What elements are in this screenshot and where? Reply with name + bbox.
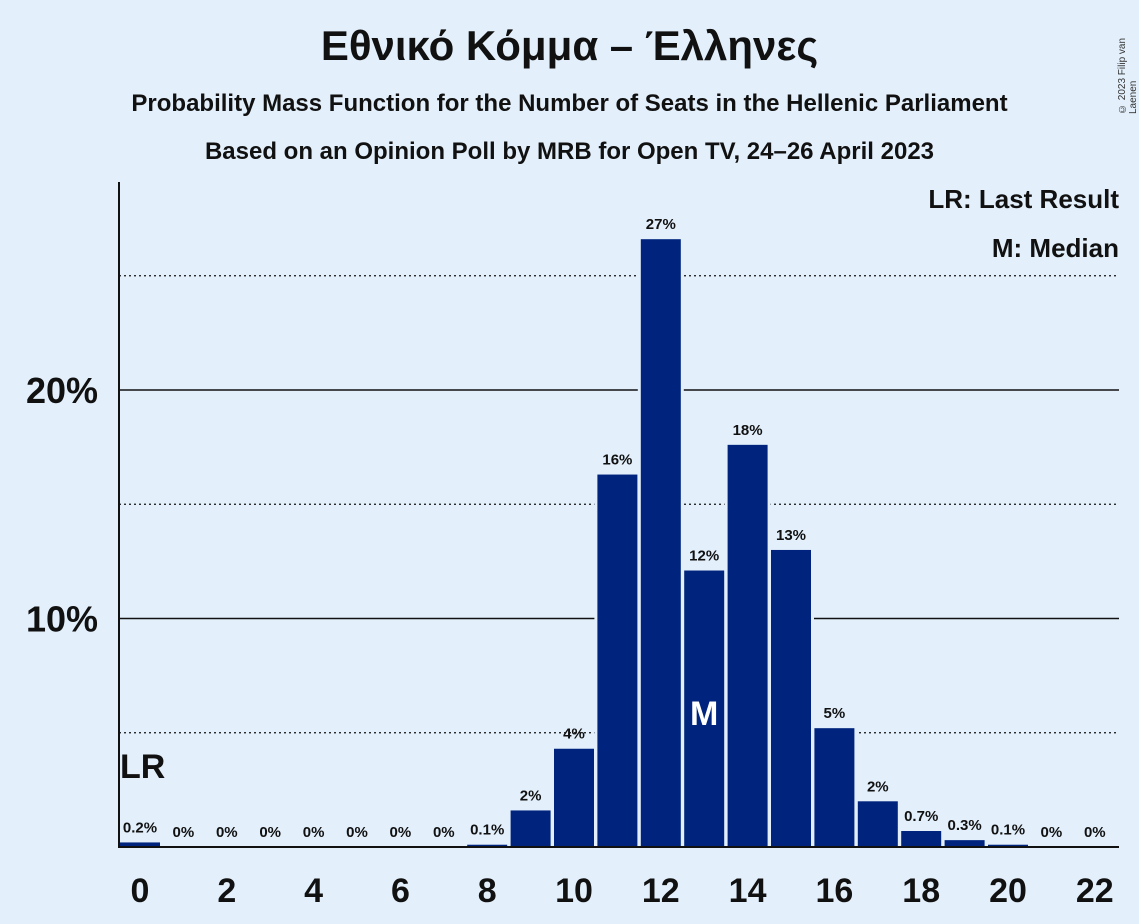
bar bbox=[597, 474, 638, 847]
chart-title: Εθνικό Κόμμα – Έλληνες bbox=[320, 22, 819, 69]
legend-median: M: Median bbox=[991, 233, 1119, 263]
bar-value-label: 18% bbox=[733, 422, 763, 439]
bar-value-label: 13% bbox=[776, 527, 806, 544]
bar-value-label: 0.3% bbox=[947, 817, 981, 834]
x-tick-label: 2 bbox=[217, 872, 236, 910]
bar-value-label: 27% bbox=[646, 216, 676, 233]
bar bbox=[510, 810, 551, 847]
chart-source: Based on an Opinion Poll by MRB for Open… bbox=[204, 138, 935, 165]
x-tick-label: 6 bbox=[391, 872, 410, 910]
bar-value-label: 0.2% bbox=[123, 819, 157, 836]
bar-halo bbox=[464, 841, 511, 847]
bar-value-label: 16% bbox=[602, 452, 632, 469]
bar bbox=[944, 840, 985, 847]
bar bbox=[467, 844, 508, 847]
x-tick-label: 12 bbox=[642, 872, 680, 910]
x-tick-label: 0 bbox=[131, 872, 150, 910]
x-tick-label: 14 bbox=[729, 872, 767, 910]
x-tick-label: 8 bbox=[478, 872, 497, 910]
bar bbox=[901, 831, 942, 847]
bar bbox=[814, 728, 855, 847]
bar-value-label: 0% bbox=[1041, 824, 1063, 841]
bar-value-label: 2% bbox=[520, 787, 542, 804]
bar-value-label: 0.1% bbox=[991, 822, 1025, 839]
bar-halo bbox=[985, 841, 1031, 847]
x-tick-label: 20 bbox=[989, 872, 1027, 910]
bar bbox=[554, 748, 594, 847]
bar bbox=[727, 444, 768, 847]
bar bbox=[684, 570, 725, 847]
bar-value-label: 5% bbox=[824, 705, 846, 722]
bar-value-label: 0% bbox=[173, 824, 195, 841]
x-tick-label: 10 bbox=[555, 872, 593, 910]
bar-value-label: 0% bbox=[259, 824, 281, 841]
bar-value-label: 0% bbox=[390, 824, 412, 841]
bar-value-label: 0% bbox=[433, 824, 455, 841]
bar bbox=[771, 549, 811, 847]
bar bbox=[640, 239, 681, 847]
y-tick-label: 10% bbox=[26, 599, 98, 640]
x-tick-label: 18 bbox=[902, 872, 940, 910]
bar-value-label: 2% bbox=[867, 778, 889, 795]
x-tick-label: 22 bbox=[1076, 872, 1114, 910]
y-tick-label: 20% bbox=[26, 370, 98, 411]
bar bbox=[988, 844, 1028, 847]
bar-value-label: 12% bbox=[689, 548, 719, 565]
bar-value-label: 0% bbox=[303, 824, 325, 841]
legend-last-result: LR: Last Result bbox=[928, 184, 1119, 214]
x-tick-label: 16 bbox=[815, 872, 853, 910]
x-tick-label: 4 bbox=[304, 872, 323, 910]
bar-value-label: 0.1% bbox=[470, 822, 504, 839]
bar bbox=[120, 842, 160, 847]
bar-value-label: 0% bbox=[346, 824, 368, 841]
last-result-marker: LR bbox=[120, 748, 165, 786]
bar-value-label: 0.7% bbox=[904, 808, 938, 825]
median-marker: M bbox=[690, 695, 718, 733]
bar-value-label: 4% bbox=[563, 726, 585, 743]
bar bbox=[857, 801, 898, 847]
chart-subtitle: Probability Mass Function for the Number… bbox=[131, 90, 1008, 117]
bar-value-label: 0% bbox=[1084, 824, 1106, 841]
bar-value-label: 0% bbox=[216, 824, 238, 841]
